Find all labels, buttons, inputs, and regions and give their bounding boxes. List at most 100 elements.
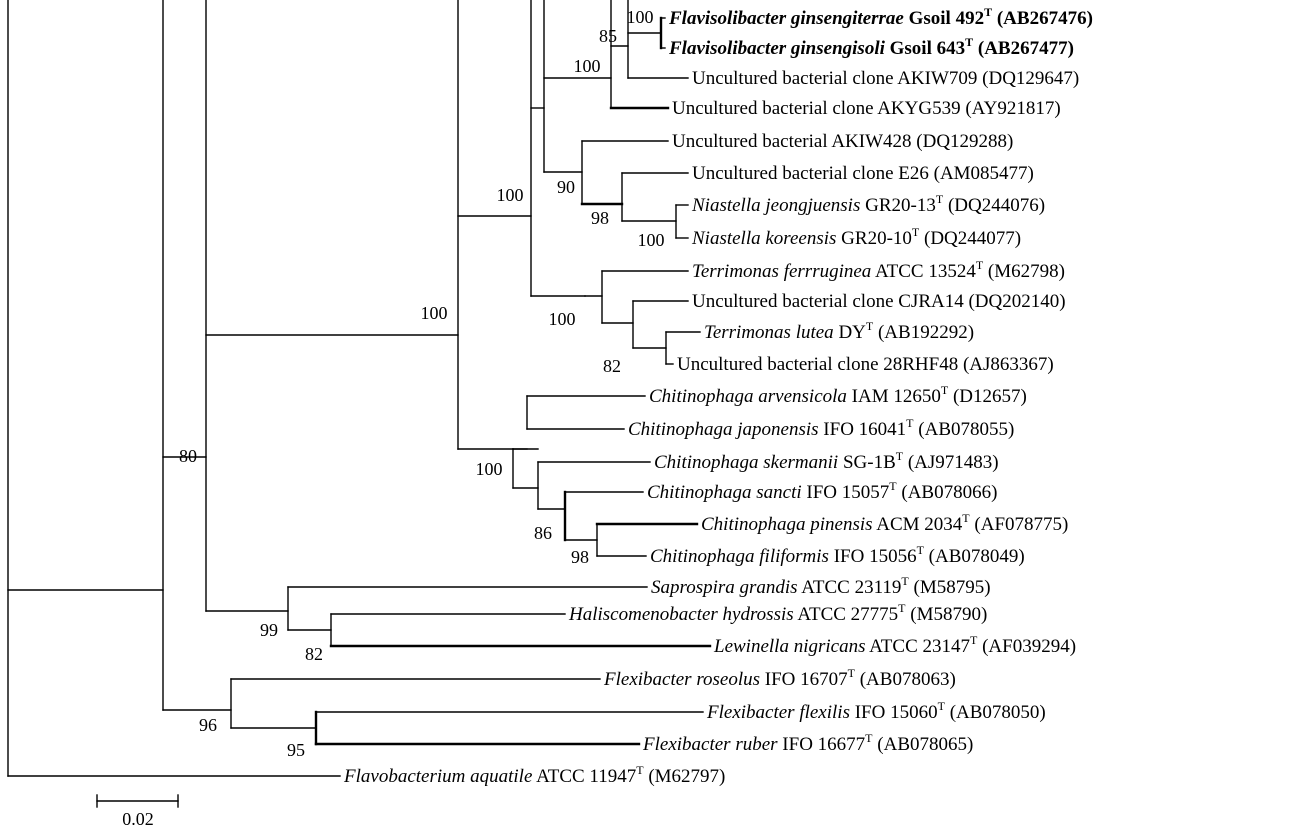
taxon-label-t20: Haliscomenobacter hydrossis ATCC 27775T …	[568, 601, 987, 625]
taxon-label-t12: Uncultured bacterial clone 28RHF48 (AJ86…	[677, 354, 1054, 375]
bootstrap-value: 98	[571, 547, 589, 567]
taxon-name-part: (M58795)	[909, 577, 991, 598]
bootstrap-value: 99	[260, 620, 278, 640]
taxon-name-part: (AJ971483)	[903, 452, 999, 473]
type-strain-superscript: T	[901, 574, 909, 588]
taxon-labels: Flavisolibacter ginsengiterrae Gsoil 492…	[343, 5, 1093, 787]
taxon-name-part: Terrimonas lutea	[704, 322, 834, 343]
type-strain-superscript: T	[866, 319, 874, 333]
type-strain-superscript: T	[865, 731, 873, 745]
type-strain-superscript: T	[970, 633, 978, 647]
taxon-name-part: Uncultured bacterial AKIW428 (DQ129288)	[672, 131, 1013, 152]
taxon-name-part: Terrimonas ferrruginea	[692, 261, 871, 282]
taxon-name-part: ACM 2034	[873, 514, 963, 535]
taxon-label-t17: Chitinophaga pinensis ACM 2034T (AF07877…	[701, 511, 1068, 535]
taxon-name-part: IFO 15060	[850, 702, 938, 723]
taxon-name-part: (DQ244076)	[943, 195, 1045, 216]
taxon-name-part: (DQ244077)	[919, 228, 1021, 249]
taxon-name-part: Chitinophaga sancti	[647, 482, 802, 503]
taxon-name-part: Gsoil 643	[885, 38, 965, 59]
taxon-name-part: Chitinophaga filiformis	[650, 546, 829, 567]
taxon-name-part: ATCC 27775	[794, 604, 899, 625]
type-strain-superscript: T	[917, 543, 925, 557]
taxon-label-t3: Uncultured bacterial clone AKIW709 (DQ12…	[692, 68, 1079, 89]
taxon-name-part: Flexibacter ruber	[642, 734, 778, 755]
taxon-name-part: (AF078775)	[970, 514, 1069, 535]
taxon-name-part: (M62797)	[644, 766, 726, 787]
taxon-label-t2: Flavisolibacter ginsengisoli Gsoil 643T …	[668, 35, 1074, 59]
bootstrap-value: 80	[179, 446, 197, 466]
taxon-name-part: IFO 16041	[819, 419, 907, 440]
taxon-name-part: (AB078050)	[945, 702, 1046, 723]
taxon-label-t6: Uncultured bacterial clone E26 (AM085477…	[692, 163, 1034, 184]
taxon-name-part: (D12657)	[948, 386, 1027, 407]
type-strain-superscript: T	[976, 258, 984, 272]
taxon-label-t11: Terrimonas lutea DYT (AB192292)	[704, 319, 974, 343]
type-strain-superscript: T	[912, 225, 920, 239]
taxon-name-part: Uncultured bacterial clone CJRA14 (DQ202…	[692, 291, 1066, 312]
taxon-name-part: Chitinophaga pinensis	[701, 514, 873, 535]
taxon-name-part: (AB267477)	[973, 38, 1074, 59]
bootstrap-value: 82	[603, 356, 621, 376]
taxon-label-t13: Chitinophaga arvensicola IAM 12650T (D12…	[649, 383, 1027, 407]
bootstrap-values: 100 85 100 90 98 100 100 100 82 100 100 86 98 80 99 82 9…	[179, 7, 665, 760]
taxon-name-part: Gsoil 492	[904, 8, 984, 29]
taxon-name-part: Flexibacter roseolus	[603, 669, 760, 690]
taxon-name-part: Niastella koreensis	[691, 228, 836, 249]
taxon-label-t15: Chitinophaga skermanii SG-1BT (AJ971483)	[654, 449, 999, 473]
taxon-label-t1: Flavisolibacter ginsengiterrae Gsoil 492…	[668, 5, 1093, 29]
taxon-name-part: Flavisolibacter ginsengisoli	[668, 38, 886, 59]
taxon-label-t7: Niastella jeongjuensis GR20-13T (DQ24407…	[691, 192, 1045, 216]
taxon-name-part: Uncultured bacterial clone AKYG539 (AY92…	[672, 98, 1061, 119]
type-strain-superscript: T	[906, 416, 914, 430]
scale-bar: 0.02	[96, 794, 179, 829]
taxon-name-part: Saprospira grandis	[651, 577, 798, 598]
taxon-name-part: ATCC 13524	[871, 261, 976, 282]
taxon-name-part: (AB192292)	[873, 322, 974, 343]
taxon-name-part: IAM 12650	[847, 386, 941, 407]
taxon-name-part: (AB078063)	[855, 669, 956, 690]
taxon-name-part: Chitinophaga arvensicola	[649, 386, 847, 407]
taxon-name-part: ATCC 11947	[532, 766, 636, 787]
taxon-name-part: Flavobacterium aquatile	[343, 766, 532, 787]
taxon-name-part: (AB078055)	[914, 419, 1015, 440]
bootstrap-value: 86	[534, 523, 552, 543]
taxon-label-t19: Saprospira grandis ATCC 23119T (M58795)	[651, 574, 991, 598]
type-strain-superscript: T	[898, 601, 906, 615]
taxon-name-part: Chitinophaga skermanii	[654, 452, 838, 473]
taxon-name-part: Flavisolibacter ginsengiterrae	[668, 8, 904, 29]
taxon-name-part: (AB078066)	[897, 482, 998, 503]
taxon-name-part: IFO 15057	[802, 482, 890, 503]
taxon-name-part: (AB267476)	[992, 8, 1093, 29]
taxon-name-part: (AB078065)	[873, 734, 974, 755]
taxon-name-part: (AF039294)	[977, 636, 1076, 657]
taxon-name-part: ATCC 23147	[865, 636, 970, 657]
taxon-name-part: Chitinophaga japonensis	[628, 419, 819, 440]
bootstrap-value: 98	[591, 208, 609, 228]
type-strain-superscript: T	[938, 699, 946, 713]
taxon-name-part: GR20-10	[836, 228, 911, 249]
taxon-label-t4: Uncultured bacterial clone AKYG539 (AY92…	[672, 98, 1061, 119]
taxon-label-t9: Terrimonas ferrruginea ATCC 13524T (M627…	[692, 258, 1065, 282]
type-strain-superscript: T	[936, 192, 944, 206]
scale-bar-label: 0.02	[122, 809, 154, 829]
type-strain-superscript: T	[962, 511, 970, 525]
taxon-name-part: Haliscomenobacter hydrossis	[568, 604, 794, 625]
bootstrap-value: 100	[574, 56, 601, 76]
taxon-label-t10: Uncultured bacterial clone CJRA14 (DQ202…	[692, 291, 1066, 312]
taxon-label-t5: Uncultured bacterial AKIW428 (DQ129288)	[672, 131, 1013, 152]
type-strain-superscript: T	[889, 479, 897, 493]
type-strain-superscript: T	[941, 383, 949, 397]
type-strain-superscript: T	[636, 763, 644, 777]
taxon-label-t24: Flexibacter ruber IFO 16677T (AB078065)	[642, 731, 973, 755]
bootstrap-value: 82	[305, 644, 323, 664]
taxon-name-part: (M62798)	[983, 261, 1065, 282]
taxon-name-part: DY	[834, 322, 866, 343]
taxon-name-part: ATCC 23119	[798, 577, 902, 598]
bootstrap-value: 96	[199, 715, 217, 735]
bootstrap-value: 100	[549, 309, 576, 329]
taxon-name-part: SG-1B	[838, 452, 896, 473]
bootstrap-value: 100	[497, 185, 524, 205]
type-strain-superscript: T	[965, 35, 973, 49]
